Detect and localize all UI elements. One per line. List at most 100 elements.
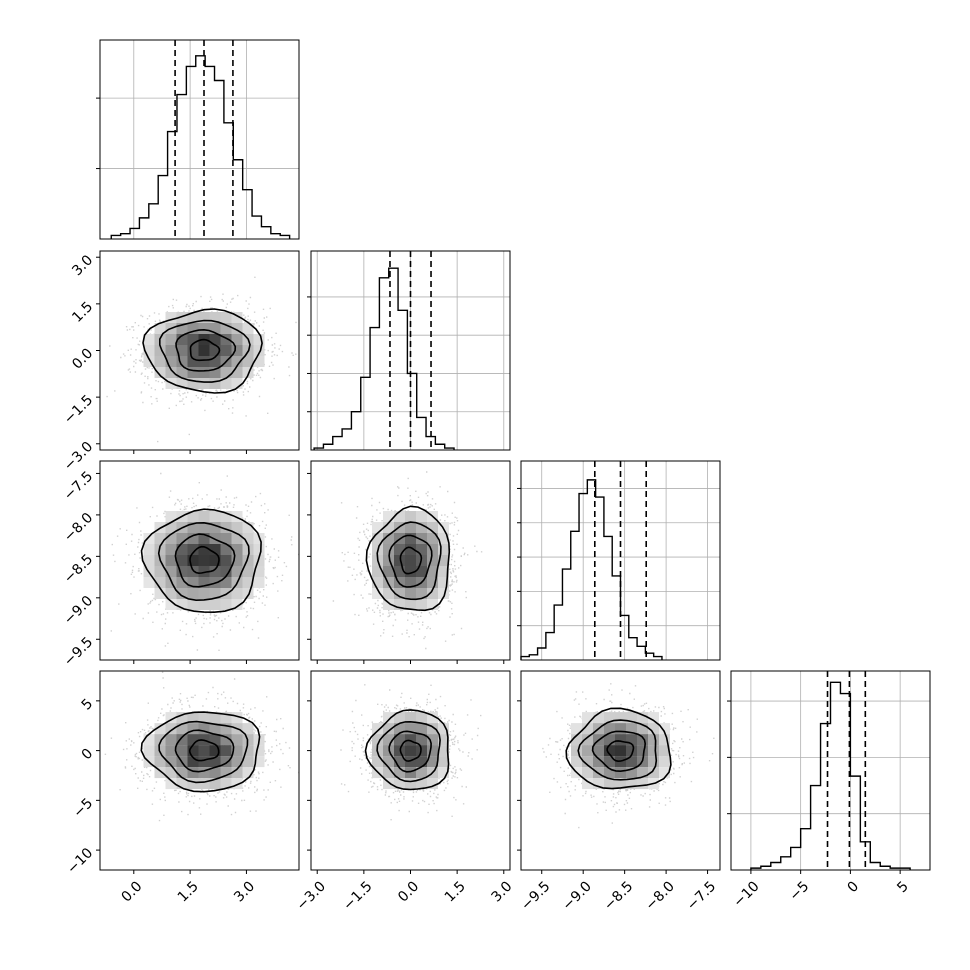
density-cell bbox=[405, 555, 416, 566]
y-tick-labels-param-3: −10 −5 0 5 bbox=[64, 696, 96, 877]
density-cell bbox=[176, 555, 188, 566]
density-cell bbox=[659, 723, 670, 735]
density-cell bbox=[593, 712, 604, 724]
density-cell bbox=[438, 756, 449, 768]
density-cell bbox=[187, 566, 199, 577]
contour-2sigma bbox=[364, 709, 450, 791]
density-cell bbox=[405, 522, 416, 533]
density-cell bbox=[416, 723, 427, 735]
panel-frame bbox=[99, 39, 300, 240]
density-cell bbox=[242, 566, 254, 577]
density-cell bbox=[154, 323, 166, 334]
y-tick-label: −10 bbox=[64, 845, 96, 877]
y-tick-label: −3.0 bbox=[61, 439, 96, 474]
contour-1.5sigma bbox=[376, 720, 441, 783]
density-cell bbox=[198, 577, 210, 588]
density-cell bbox=[209, 334, 221, 345]
y-tick-label: −8.5 bbox=[61, 551, 96, 586]
density-cell bbox=[220, 734, 232, 746]
density-cell bbox=[209, 345, 221, 356]
density-cell bbox=[209, 356, 221, 367]
density-cell bbox=[187, 778, 199, 790]
density-cell bbox=[383, 544, 394, 555]
density-cell bbox=[165, 588, 177, 599]
x-tick-label: 0.0 bbox=[395, 878, 422, 905]
density-cell bbox=[198, 323, 210, 334]
density-cell bbox=[165, 745, 177, 757]
density-cell bbox=[394, 566, 405, 577]
density-cell bbox=[394, 544, 405, 555]
density-cell bbox=[231, 511, 243, 522]
histogram-step-line bbox=[110, 55, 291, 239]
density-cell bbox=[637, 734, 648, 746]
density-cell bbox=[438, 588, 449, 599]
density-cell bbox=[383, 566, 394, 577]
y-tick-label: −1.5 bbox=[61, 392, 96, 427]
density-cell bbox=[187, 555, 199, 566]
x-tick-labels-param-0: 0.0 1.5 3.0 bbox=[118, 878, 258, 905]
density-cell bbox=[405, 745, 416, 757]
density-cell bbox=[231, 566, 243, 577]
density-cell bbox=[143, 533, 155, 544]
density-cell bbox=[582, 778, 593, 790]
density-cell bbox=[209, 599, 221, 610]
density-cell bbox=[187, 334, 199, 345]
density-cell bbox=[220, 511, 232, 522]
density-cell bbox=[220, 345, 232, 356]
density-cell bbox=[187, 312, 199, 323]
density-cell bbox=[231, 522, 243, 533]
density-cell bbox=[383, 756, 394, 768]
density-cell bbox=[165, 566, 177, 577]
contour-1sigma bbox=[174, 533, 236, 588]
density-cell bbox=[242, 323, 254, 334]
density-cell bbox=[372, 734, 383, 746]
density-cell bbox=[154, 533, 166, 544]
density-cell bbox=[405, 577, 416, 588]
density-cell bbox=[176, 767, 188, 779]
density-cell bbox=[405, 778, 416, 790]
density-cell bbox=[209, 522, 221, 533]
density-cell bbox=[165, 356, 177, 367]
density-cell bbox=[427, 599, 438, 610]
density-cell bbox=[427, 778, 438, 790]
density-cell bbox=[394, 555, 405, 566]
density-cell bbox=[220, 566, 232, 577]
density-cell bbox=[220, 522, 232, 533]
density-cell bbox=[231, 734, 243, 746]
density-cell bbox=[220, 334, 232, 345]
density-cell bbox=[143, 577, 155, 588]
density-cell bbox=[209, 588, 221, 599]
x-tick-label: −9.0 bbox=[560, 878, 595, 913]
x-tick-label: 0 bbox=[845, 878, 863, 896]
density-cell bbox=[637, 712, 648, 724]
density-cell bbox=[427, 533, 438, 544]
density-cell bbox=[615, 745, 626, 757]
density-cell bbox=[176, 723, 188, 735]
y-tick-label: 0 bbox=[79, 746, 97, 764]
density-cell bbox=[405, 767, 416, 779]
density-cell bbox=[637, 778, 648, 790]
density-cell bbox=[405, 566, 416, 577]
density-cell bbox=[220, 323, 232, 334]
density-cell bbox=[427, 544, 438, 555]
contour-1sigma bbox=[388, 534, 433, 588]
density-cell bbox=[154, 577, 166, 588]
density-cell bbox=[242, 723, 254, 735]
contour-2sigma bbox=[565, 707, 672, 790]
density-cell bbox=[165, 712, 177, 724]
density-cell bbox=[176, 544, 188, 555]
density-cell bbox=[209, 312, 221, 323]
density-cell bbox=[571, 745, 582, 757]
density-cell bbox=[372, 756, 383, 768]
density-cell bbox=[198, 756, 210, 768]
density-cell bbox=[187, 522, 199, 533]
density-cell bbox=[383, 723, 394, 735]
density-cell bbox=[416, 511, 427, 522]
density-cell bbox=[209, 566, 221, 577]
density-cell bbox=[604, 767, 615, 779]
density-cell bbox=[165, 367, 177, 378]
density-cell bbox=[582, 745, 593, 757]
density-cell bbox=[593, 778, 604, 790]
y-tick-label: −7.5 bbox=[61, 468, 96, 503]
y-tick-label: −5 bbox=[70, 795, 96, 821]
